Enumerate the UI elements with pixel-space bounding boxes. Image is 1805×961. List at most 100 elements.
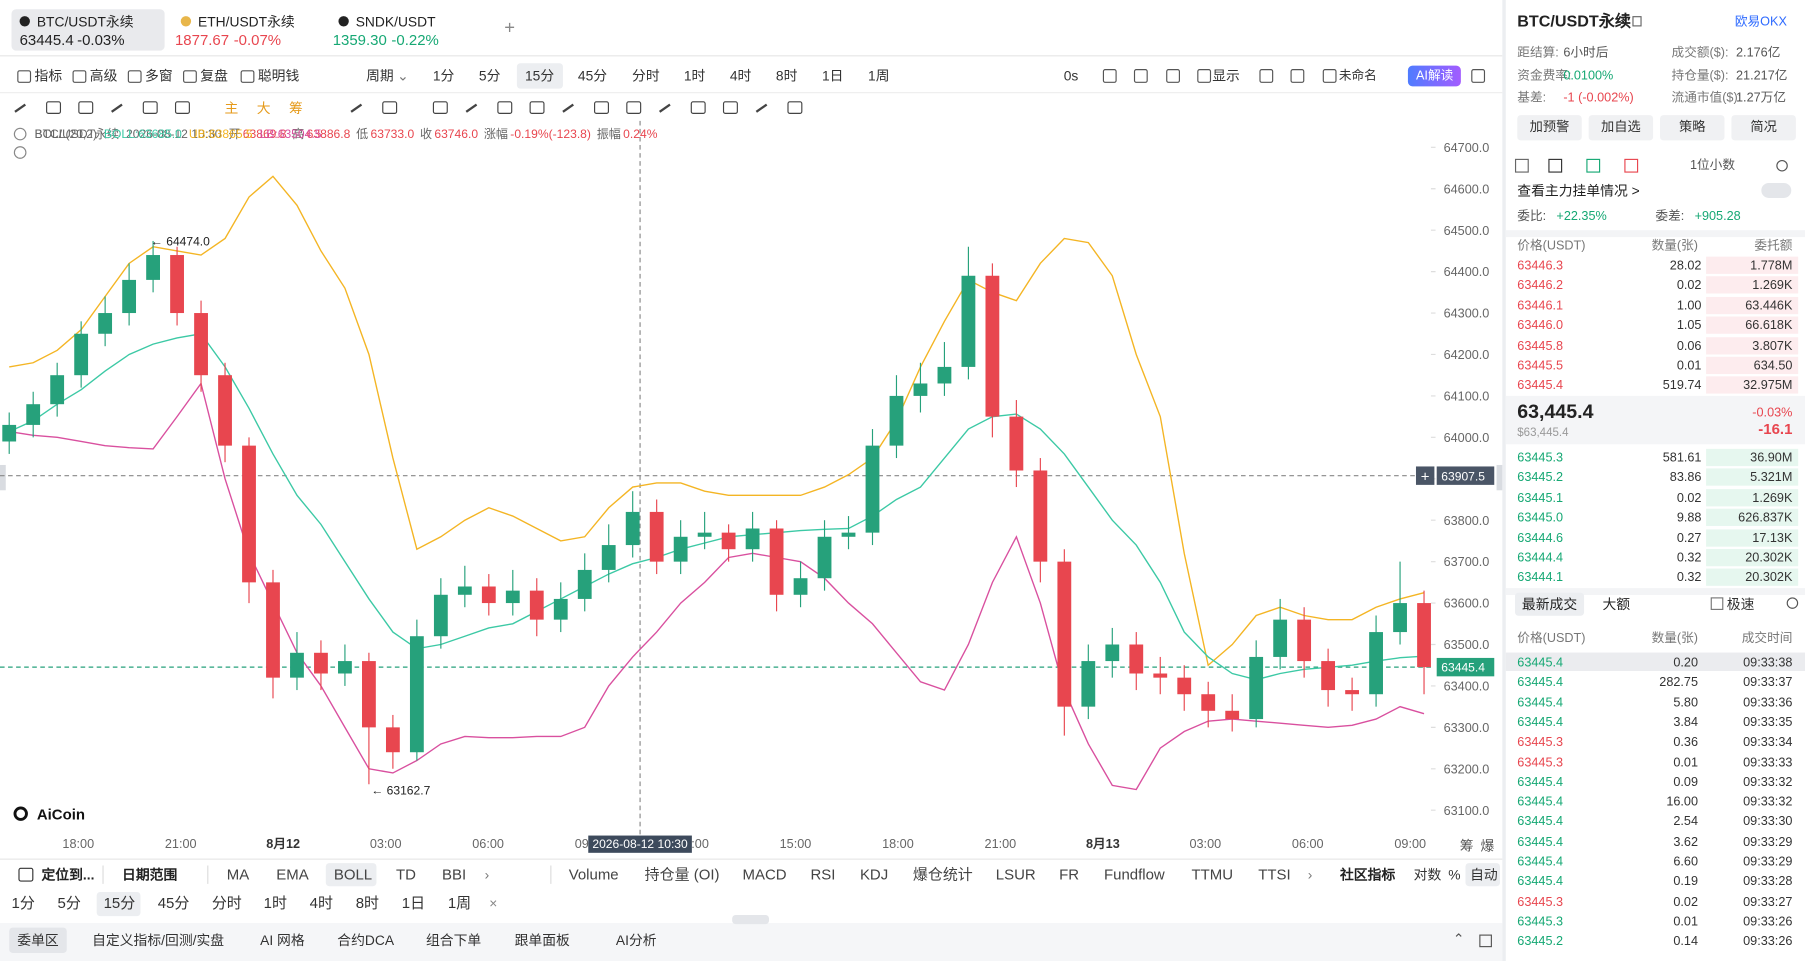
main-indicator[interactable]: EMA — [276, 865, 309, 883]
interval[interactable]: 1分 — [11, 894, 35, 912]
interval[interactable]: 分时 — [632, 67, 660, 85]
bottom-tab[interactable]: AI 网格 — [260, 932, 305, 949]
bottom-tab[interactable]: AI分析 — [615, 932, 657, 949]
panel-button[interactable] — [1588, 115, 1654, 141]
decimals[interactable]: 1位小数 — [1689, 158, 1736, 173]
expand[interactable] — [1479, 934, 1492, 948]
interval[interactable]: 8时 — [355, 894, 380, 912]
ai-badge[interactable] — [1407, 65, 1461, 87]
draw-tool[interactable] — [174, 101, 190, 114]
draw-tool[interactable] — [787, 101, 803, 114]
interval[interactable]: 1分 — [432, 67, 455, 85]
trade-tab[interactable]: 最新成交 — [1521, 596, 1578, 613]
close[interactable]: × — [489, 895, 498, 912]
ai-button[interactable]: AI解读 — [1415, 69, 1454, 83]
sub-indicator[interactable]: KDJ — [859, 865, 889, 883]
toolbar-item[interactable]: 指标 — [34, 67, 63, 85]
interval[interactable]: 5分 — [57, 894, 81, 912]
tab-name[interactable]: SNDK/USDT — [355, 13, 436, 30]
sub-indicator[interactable]: RSI — [810, 865, 836, 883]
draw-tool[interactable] — [382, 101, 398, 114]
draw-tool[interactable] — [722, 101, 738, 114]
axis-option[interactable]: 自动 — [1470, 866, 1498, 883]
panel-button[interactable] — [1660, 115, 1725, 141]
toggle[interactable] — [1761, 182, 1792, 198]
toolbar-item[interactable]: 周期 — [366, 67, 394, 85]
draw-label[interactable]: 筹 — [288, 100, 303, 117]
toolbar-right[interactable]: 未命名 — [1338, 69, 1377, 83]
tool-icon[interactable] — [1259, 69, 1274, 83]
legend-toggle[interactable] — [13, 146, 27, 159]
draw-tool[interactable] — [142, 101, 158, 114]
more[interactable]: › — [484, 866, 490, 883]
toolbar-item[interactable]: 聪明钱 — [257, 67, 300, 85]
sub-indicator[interactable]: FR — [1059, 865, 1080, 883]
toolbar-right[interactable]: 0s — [1063, 67, 1079, 85]
tab-name[interactable]: BTC/USDT永续 — [36, 13, 134, 30]
interval[interactable]: 1周 — [447, 894, 472, 912]
book-view[interactable] — [1624, 158, 1639, 173]
bottom-tab-active[interactable] — [9, 927, 67, 953]
axis-option[interactable]: % — [1448, 866, 1461, 883]
interval[interactable]: 15分 — [524, 67, 555, 85]
legend-toggle[interactable] — [13, 127, 27, 141]
sub-indicator[interactable]: 持仓量 (OI) — [644, 865, 720, 883]
main-indicator[interactable]: BOLL — [333, 865, 373, 883]
panel-button-label[interactable]: 加自选 — [1601, 120, 1641, 135]
toolbar-item[interactable]: 高级 — [89, 67, 118, 85]
more[interactable]: › — [1307, 866, 1313, 883]
draw-label[interactable]: 主 — [224, 100, 239, 117]
panel-button[interactable] — [1731, 115, 1796, 141]
community[interactable]: 社区指标 — [1339, 866, 1396, 883]
range[interactable]: 日期范围 — [122, 866, 178, 883]
trade-tab-active[interactable] — [1514, 592, 1585, 616]
draw-label[interactable]: 大 — [256, 100, 271, 117]
tool-icon[interactable] — [1166, 69, 1180, 83]
bottom-tab[interactable]: 跟单面板 — [514, 932, 570, 949]
sub-indicator[interactable]: TTSI — [1258, 865, 1291, 883]
interval[interactable]: 45分 — [577, 67, 608, 85]
depth-link[interactable]: 查看主力挂单情况 > — [1517, 182, 1640, 200]
left-handle[interactable] — [0, 464, 6, 491]
interval-active[interactable] — [516, 63, 563, 89]
sub-indicator[interactable]: LSUR — [995, 865, 1036, 883]
indicator-active[interactable] — [325, 863, 377, 887]
main-indicator[interactable]: MA — [226, 865, 250, 883]
auto-box[interactable] — [1465, 863, 1501, 887]
interval-active[interactable] — [96, 891, 141, 917]
sub-indicator[interactable]: TTMU — [1191, 865, 1234, 883]
panel-handle[interactable] — [732, 914, 770, 925]
draw-tool[interactable] — [46, 101, 62, 114]
collapse[interactable]: ⌃ — [1452, 931, 1465, 948]
sub-indicator[interactable]: Volume — [568, 865, 619, 883]
draw-tool[interactable] — [432, 101, 448, 114]
main-indicator[interactable]: TD — [396, 865, 416, 883]
settings[interactable] — [1786, 597, 1799, 609]
interval[interactable]: 1日 — [401, 894, 426, 912]
book-view[interactable] — [1548, 158, 1563, 173]
toolbar-item[interactable]: 多窗 — [145, 67, 173, 85]
bottom-tab[interactable]: 委单区 — [17, 932, 59, 949]
bottom-tab[interactable]: 组合下单 — [425, 932, 482, 949]
panel-button-label[interactable]: 策略 — [1679, 120, 1706, 135]
draw-tool[interactable] — [690, 101, 706, 114]
fast[interactable]: 极速 — [1726, 596, 1755, 613]
panel-button-label[interactable]: 加预警 — [1529, 120, 1570, 135]
main-indicator[interactable]: BBI — [442, 865, 467, 883]
sub-indicator[interactable]: 爆仓统计 — [912, 865, 973, 883]
tool-icon[interactable] — [1322, 69, 1337, 83]
bottom-tab[interactable]: 自定义指标/回测/实盘 — [92, 932, 225, 949]
trade-tab[interactable]: 大额 — [1602, 596, 1631, 613]
interval[interactable]: 1时 — [683, 67, 706, 85]
interval[interactable]: 4时 — [729, 67, 752, 85]
checkbox[interactable] — [1710, 597, 1724, 610]
tab-name[interactable]: ETH/USDT永续 — [198, 13, 295, 30]
interval[interactable]: 分时 — [211, 894, 242, 912]
locate-icon[interactable] — [18, 867, 34, 882]
axis-option[interactable]: 对数 — [1413, 866, 1442, 883]
draw-tool[interactable] — [626, 101, 642, 114]
settings[interactable] — [1776, 159, 1788, 172]
panel-button-label[interactable]: 简况 — [1750, 120, 1777, 135]
tab-active[interactable] — [11, 9, 165, 51]
draw-tool[interactable] — [594, 101, 609, 114]
